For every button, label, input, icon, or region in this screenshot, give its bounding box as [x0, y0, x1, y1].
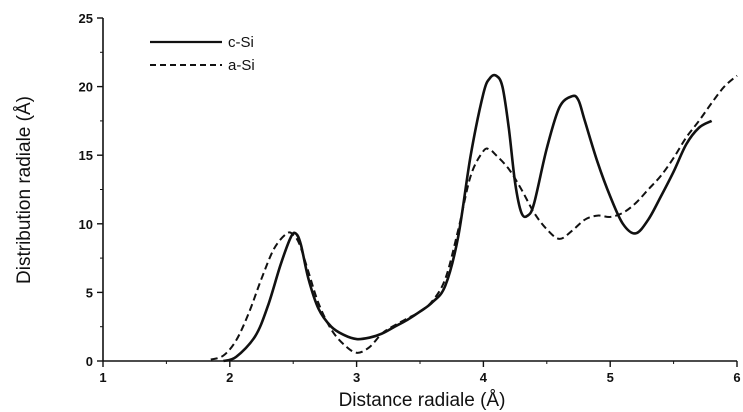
x-tick-label: 6 [733, 370, 740, 385]
series-line-a-si [210, 74, 738, 361]
y-tick-label: 20 [79, 80, 93, 95]
x-tick-label: 3 [353, 370, 360, 385]
x-tick-label: 1 [99, 370, 106, 385]
y-tick-label: 25 [79, 11, 93, 26]
series-line-c-si [223, 73, 713, 363]
x-axis-title: Distance radiale (Å) [339, 390, 506, 411]
y-tick-label: 0 [86, 354, 93, 369]
legend-label-c-si: c-Si [228, 34, 254, 51]
x-tick-label: 4 [480, 370, 488, 385]
legend: c-Si a-Si [150, 34, 255, 74]
series-layer [210, 73, 738, 363]
legend-label-a-si: a-Si [228, 57, 255, 74]
y-tick-label: 5 [86, 285, 93, 300]
x-tick-label: 2 [226, 370, 233, 385]
y-tick-label: 10 [79, 217, 93, 232]
y-axis-title: Distribution radiale (Å) [14, 96, 35, 284]
y-tick-label: 15 [79, 148, 93, 163]
axes: 0 5 10 15 20 25 1 2 3 4 5 6 [79, 11, 741, 385]
x-tick-label: 5 [607, 370, 614, 385]
